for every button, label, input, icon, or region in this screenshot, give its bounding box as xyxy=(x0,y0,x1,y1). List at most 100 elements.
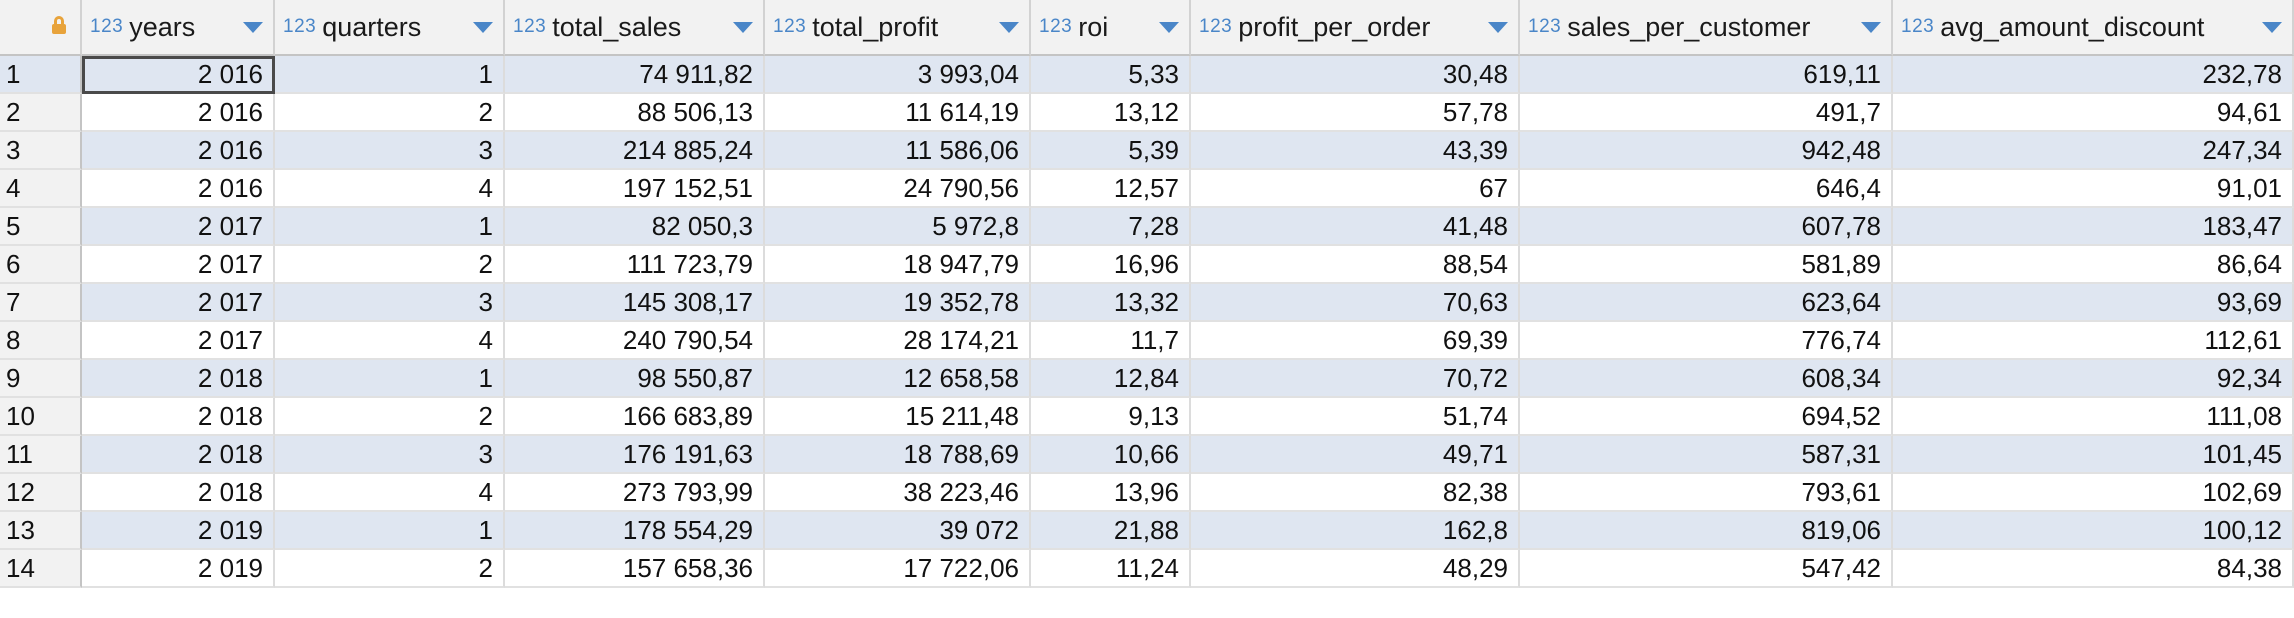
cell-total-profit[interactable]: 3 993,04 xyxy=(765,56,1031,94)
cell-profit-per-order[interactable]: 51,74 xyxy=(1191,398,1520,436)
cell-profit-per-order[interactable]: 70,63 xyxy=(1191,284,1520,322)
cell-total-profit[interactable]: 15 211,48 xyxy=(765,398,1031,436)
cell-roi[interactable]: 11,24 xyxy=(1031,550,1191,588)
column-header-sales-per-customer[interactable]: 123 sales_per_customer xyxy=(1520,0,1893,56)
sort-dropdown-icon[interactable] xyxy=(243,22,263,33)
cell-avg-amount-discount[interactable]: 232,78 xyxy=(1893,56,2294,94)
cell-roi[interactable]: 9,13 xyxy=(1031,398,1191,436)
column-header-total-sales[interactable]: 123 total_sales xyxy=(505,0,765,56)
cell-total-sales[interactable]: 98 550,87 xyxy=(505,360,765,398)
row-number[interactable]: 9 xyxy=(0,360,82,398)
row-number[interactable]: 2 xyxy=(0,94,82,132)
cell-roi[interactable]: 13,12 xyxy=(1031,94,1191,132)
cell-sales-per-customer[interactable]: 587,31 xyxy=(1520,436,1893,474)
cell-years[interactable]: 2 016 xyxy=(82,170,275,208)
column-header-years[interactable]: 123 years xyxy=(82,0,275,56)
row-number[interactable]: 7 xyxy=(0,284,82,322)
cell-profit-per-order[interactable]: 67 xyxy=(1191,170,1520,208)
cell-quarters[interactable]: 3 xyxy=(275,284,505,322)
column-header-roi[interactable]: 123 roi xyxy=(1031,0,1191,56)
cell-roi[interactable]: 13,32 xyxy=(1031,284,1191,322)
sort-dropdown-icon[interactable] xyxy=(1861,22,1881,33)
cell-total-sales[interactable]: 111 723,79 xyxy=(505,246,765,284)
row-number[interactable]: 13 xyxy=(0,512,82,550)
cell-total-profit[interactable]: 12 658,58 xyxy=(765,360,1031,398)
cell-sales-per-customer[interactable]: 581,89 xyxy=(1520,246,1893,284)
cell-total-sales[interactable]: 240 790,54 xyxy=(505,322,765,360)
cell-sales-per-customer[interactable]: 491,7 xyxy=(1520,94,1893,132)
cell-years[interactable]: 2 019 xyxy=(82,550,275,588)
sort-dropdown-icon[interactable] xyxy=(999,22,1019,33)
cell-sales-per-customer[interactable]: 619,11 xyxy=(1520,56,1893,94)
row-number[interactable]: 5 xyxy=(0,208,82,246)
cell-profit-per-order[interactable]: 43,39 xyxy=(1191,132,1520,170)
cell-total-profit[interactable]: 18 947,79 xyxy=(765,246,1031,284)
cell-years[interactable]: 2 017 xyxy=(82,322,275,360)
cell-quarters[interactable]: 2 xyxy=(275,550,505,588)
cell-sales-per-customer[interactable]: 623,64 xyxy=(1520,284,1893,322)
cell-profit-per-order[interactable]: 48,29 xyxy=(1191,550,1520,588)
cell-avg-amount-discount[interactable]: 111,08 xyxy=(1893,398,2294,436)
row-number[interactable]: 11 xyxy=(0,436,82,474)
cell-sales-per-customer[interactable]: 942,48 xyxy=(1520,132,1893,170)
cell-years[interactable]: 2 018 xyxy=(82,474,275,512)
cell-avg-amount-discount[interactable]: 100,12 xyxy=(1893,512,2294,550)
cell-total-sales[interactable]: 157 658,36 xyxy=(505,550,765,588)
column-header-avg-amount-discount[interactable]: 123 avg_amount_discount xyxy=(1893,0,2294,56)
cell-total-sales[interactable]: 197 152,51 xyxy=(505,170,765,208)
cell-years[interactable]: 2 019 xyxy=(82,512,275,550)
cell-profit-per-order[interactable]: 70,72 xyxy=(1191,360,1520,398)
row-number[interactable]: 8 xyxy=(0,322,82,360)
cell-total-profit[interactable]: 18 788,69 xyxy=(765,436,1031,474)
cell-total-profit[interactable]: 19 352,78 xyxy=(765,284,1031,322)
cell-quarters[interactable]: 4 xyxy=(275,322,505,360)
cell-quarters[interactable]: 1 xyxy=(275,208,505,246)
cell-sales-per-customer[interactable]: 608,34 xyxy=(1520,360,1893,398)
column-header-profit-per-order[interactable]: 123 profit_per_order xyxy=(1191,0,1520,56)
row-number[interactable]: 3 xyxy=(0,132,82,170)
cell-profit-per-order[interactable]: 69,39 xyxy=(1191,322,1520,360)
cell-profit-per-order[interactable]: 88,54 xyxy=(1191,246,1520,284)
cell-years[interactable]: 2 017 xyxy=(82,246,275,284)
cell-total-sales[interactable]: 273 793,99 xyxy=(505,474,765,512)
cell-avg-amount-discount[interactable]: 86,64 xyxy=(1893,246,2294,284)
cell-years[interactable]: 2 017 xyxy=(82,284,275,322)
cell-quarters[interactable]: 2 xyxy=(275,94,505,132)
cell-profit-per-order[interactable]: 82,38 xyxy=(1191,474,1520,512)
cell-quarters[interactable]: 2 xyxy=(275,398,505,436)
cell-years[interactable]: 2 016 xyxy=(82,94,275,132)
row-number[interactable]: 1 xyxy=(0,56,82,94)
cell-profit-per-order[interactable]: 57,78 xyxy=(1191,94,1520,132)
cell-total-sales[interactable]: 88 506,13 xyxy=(505,94,765,132)
cell-total-profit[interactable]: 24 790,56 xyxy=(765,170,1031,208)
cell-avg-amount-discount[interactable]: 91,01 xyxy=(1893,170,2294,208)
table-row[interactable]: 14 2 019 2 157 658,36 17 722,06 11,24 48,29 547… xyxy=(0,550,2294,588)
cell-years[interactable]: 2 016 xyxy=(82,132,275,170)
cell-total-profit[interactable]: 5 972,8 xyxy=(765,208,1031,246)
row-number[interactable]: 14 xyxy=(0,550,82,588)
cell-total-sales[interactable]: 145 308,17 xyxy=(505,284,765,322)
cell-avg-amount-discount[interactable]: 94,61 xyxy=(1893,94,2294,132)
cell-years[interactable]: 2 018 xyxy=(82,436,275,474)
cell-sales-per-customer[interactable]: 776,74 xyxy=(1520,322,1893,360)
cell-quarters[interactable]: 4 xyxy=(275,170,505,208)
table-row[interactable]: 12 2 018 4 273 793,99 38 223,46 13,96 82,38 793… xyxy=(0,474,2294,512)
cell-profit-per-order[interactable]: 49,71 xyxy=(1191,436,1520,474)
cell-roi[interactable]: 13,96 xyxy=(1031,474,1191,512)
cell-total-sales[interactable]: 82 050,3 xyxy=(505,208,765,246)
cell-quarters[interactable]: 3 xyxy=(275,132,505,170)
sort-dropdown-icon[interactable] xyxy=(2262,22,2282,33)
cell-total-profit[interactable]: 38 223,46 xyxy=(765,474,1031,512)
cell-sales-per-customer[interactable]: 646,4 xyxy=(1520,170,1893,208)
cell-total-profit[interactable]: 39 072 xyxy=(765,512,1031,550)
sort-dropdown-icon[interactable] xyxy=(733,22,753,33)
cell-sales-per-customer[interactable]: 607,78 xyxy=(1520,208,1893,246)
cell-sales-per-customer[interactable]: 793,61 xyxy=(1520,474,1893,512)
